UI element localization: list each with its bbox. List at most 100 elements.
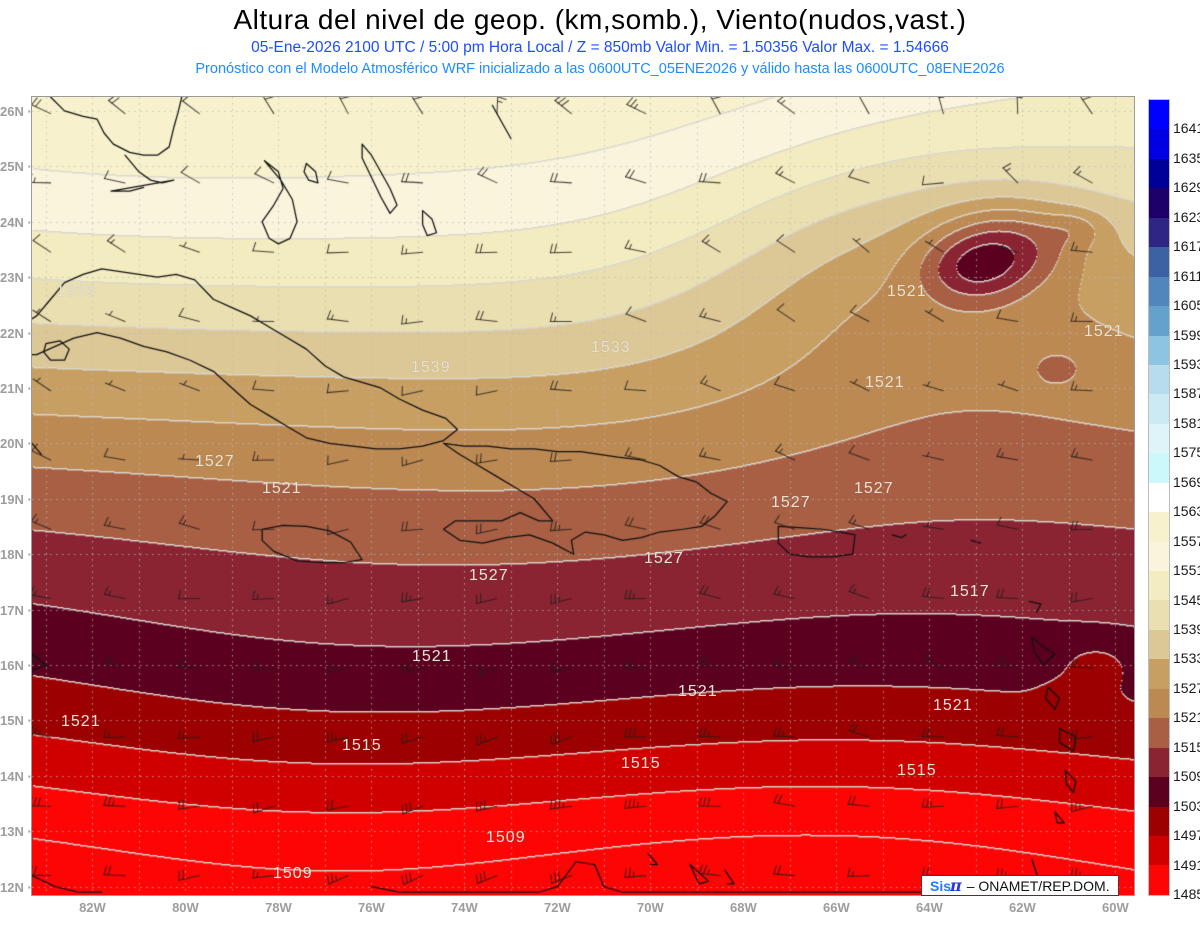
colorbar-swatch-1563: [1149, 482, 1169, 513]
colorbar-swatch-1527: [1149, 659, 1169, 689]
contour-label: 1527: [644, 550, 684, 567]
lat-tick-20N: 20N ·: [0, 436, 32, 452]
lat-tick-25N: 25N ·: [0, 159, 32, 175]
lat-tick-18N: 18N ·: [0, 547, 32, 563]
colorbar-swatch-1485: [1149, 865, 1169, 895]
colorbar-swatch-1617: [1149, 217, 1169, 248]
lat-tick-21N: 21N ·: [0, 380, 32, 396]
colorbar-tick-1485: 1485: [1173, 886, 1200, 902]
colorbar-tick-1533: 1533: [1173, 650, 1200, 667]
contour-label: 1515: [621, 755, 661, 772]
colorbar-swatch-1533: [1149, 629, 1169, 660]
lon-tick-68W: 68W: [730, 900, 757, 915]
lon-tick-78W: 78W: [265, 900, 292, 915]
colorbar-swatch-1587: [1149, 364, 1169, 395]
lon-tick-66W: 66W: [823, 900, 850, 915]
contour-label: 1521: [678, 683, 718, 700]
colorbar[interactable]: [1148, 99, 1170, 896]
colorbar-swatch-1605: [1149, 276, 1169, 307]
colorbar-tick-1557: 1557: [1173, 532, 1200, 549]
colorbar-swatch-1575: [1149, 423, 1169, 454]
contour-label: 1521: [262, 480, 302, 497]
lat-tick-24N: 24N ·: [0, 214, 32, 230]
colorbar-tick-1611: 1611: [1173, 267, 1200, 284]
colorbar-swatch-1623: [1149, 188, 1169, 218]
lat-tick-22N: 22N ·: [0, 325, 32, 341]
colorbar-swatch-1569: [1149, 453, 1169, 483]
colorbar-tick-1521: 1521: [1173, 709, 1200, 726]
contour-label: 1521: [61, 713, 101, 730]
contour-label: 1517: [950, 583, 990, 600]
geopotential-shading-canvas: [32, 97, 1134, 895]
colorbar-tick-1629: 1629: [1173, 179, 1200, 196]
colorbar-tick-1497: 1497: [1173, 827, 1200, 844]
map-plot-area[interactable]: 1539 1539 1533 1527 1521 1527 1527 1527 1527 1521…: [31, 96, 1135, 896]
colorbar-swatch-1593: [1149, 335, 1169, 365]
contour-label: 1539: [56, 283, 96, 300]
colorbar-tick-1503: 1503: [1173, 797, 1200, 814]
colorbar-tick-1515: 1515: [1173, 738, 1200, 755]
colorbar-tick-1575: 1575: [1173, 444, 1200, 461]
colorbar-swatch-1539: [1149, 600, 1169, 630]
colorbar-swatch-1611: [1149, 247, 1169, 277]
colorbar-tick-1563: 1563: [1173, 503, 1200, 520]
colorbar-swatch-1497: [1149, 806, 1169, 836]
lat-tick-15N: 15N ·: [0, 713, 32, 729]
colorbar-tick-1587: 1587: [1173, 385, 1200, 402]
contour-label: 1527: [771, 494, 811, 511]
colorbar-tick-1605: 1605: [1173, 297, 1200, 314]
lon-tick-72W: 72W: [544, 900, 571, 915]
attribution-logo: Sis π – ONAMET/REP.DOM.: [921, 875, 1119, 896]
contour-label: 1521: [887, 283, 927, 300]
contour-label: 1521: [933, 697, 973, 714]
lon-tick-70W: 70W: [637, 900, 664, 915]
contour-label: 1539: [411, 359, 451, 376]
contour-label: 1527: [195, 453, 235, 470]
colorbar-tick-1599: 1599: [1173, 326, 1200, 343]
colorbar-tick-1617: 1617: [1173, 238, 1200, 255]
contour-label: 1527: [854, 480, 894, 497]
contour-label: 1521: [1084, 323, 1124, 340]
lon-tick-60W: 60W: [1102, 900, 1129, 915]
colorbar-swatch-1491: [1149, 835, 1169, 866]
page-title: Altura del nivel de geop. (km,somb.), Vi…: [233, 4, 967, 35]
colorbar-swatch-1545: [1149, 571, 1169, 601]
colorbar-swatch-1509: [1149, 747, 1169, 778]
colorbar-swatch-1503: [1149, 777, 1169, 807]
colorbar-swatch-1629: [1149, 158, 1169, 189]
contour-label: 1515: [897, 762, 937, 779]
colorbar-tick-1527: 1527: [1173, 679, 1200, 696]
colorbar-swatch-1635: [1149, 129, 1169, 159]
contour-label: 1521: [412, 648, 452, 665]
lat-tick-13N: 13N ·: [0, 824, 32, 840]
colorbar-swatch-1599: [1149, 306, 1169, 336]
lon-tick-76W: 76W: [358, 900, 385, 915]
contour-label: 1509: [273, 865, 313, 882]
colorbar-swatch-1581: [1149, 394, 1169, 424]
lat-tick-16N: 16N ·: [0, 658, 32, 674]
colorbar-tick-1623: 1623: [1173, 208, 1200, 225]
pi-icon: π: [950, 876, 962, 895]
colorbar-tick-1545: 1545: [1173, 591, 1200, 608]
colorbar-swatch-1551: [1149, 541, 1169, 571]
lat-tick-19N: 19N ·: [0, 491, 32, 507]
contour-label: 1527: [469, 567, 509, 584]
header: Altura del nivel de geop. (km,somb.), Vi…: [0, 0, 1200, 80]
forecast-valid-line: 05-Ene-2026 2100 UTC / 5:00 pm Hora Loca…: [251, 39, 949, 56]
lon-tick-64W: 64W: [916, 900, 943, 915]
colorbar-tick-1569: 1569: [1173, 473, 1200, 490]
lon-tick-82W: 82W: [79, 900, 106, 915]
lon-tick-62W: 62W: [1009, 900, 1036, 915]
contour-label: 1515: [342, 737, 382, 754]
colorbar-tick-1635: 1635: [1173, 149, 1200, 166]
model-description-line: Pronóstico con el Modelo Atmosférico WRF…: [195, 61, 1005, 77]
colorbar-tick-1593: 1593: [1173, 356, 1200, 372]
colorbar-swatch-1515: [1149, 718, 1169, 748]
lat-tick-23N: 23N ·: [0, 270, 32, 286]
